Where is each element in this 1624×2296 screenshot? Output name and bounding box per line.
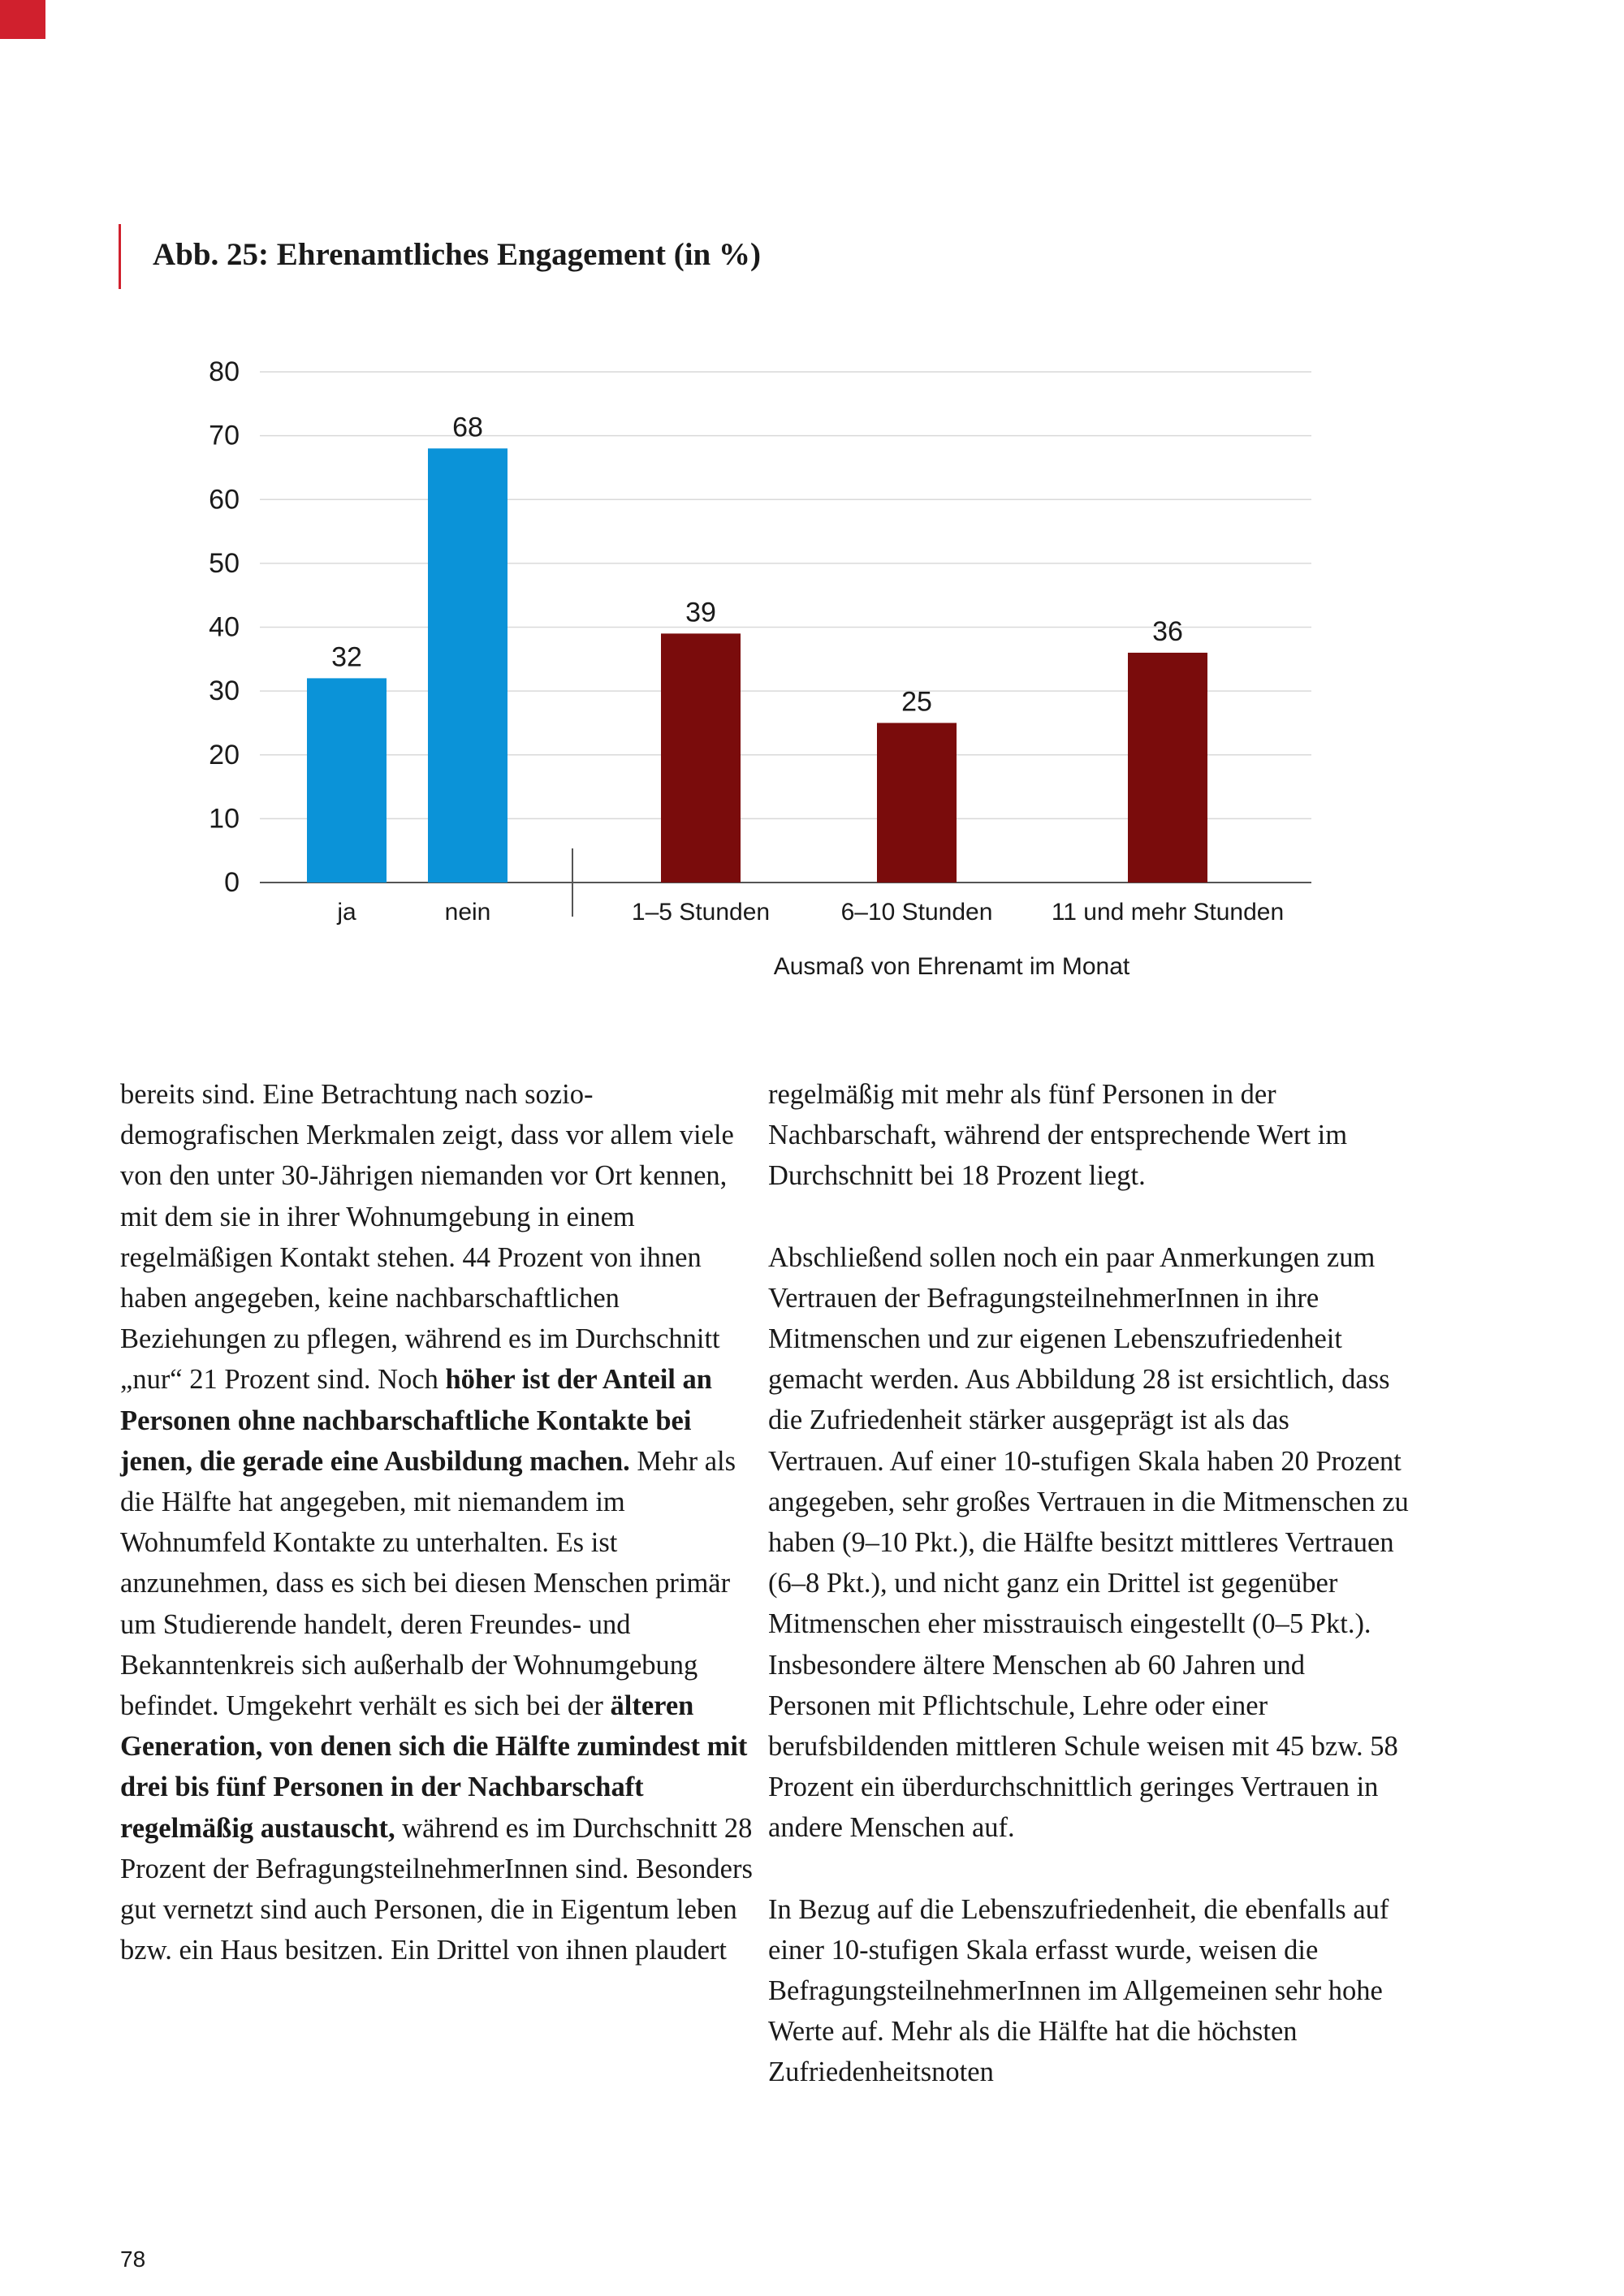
- figure-caption: Abb. 25: Ehrenamtliches Engagement (in %…: [153, 237, 761, 272]
- data-label: 25: [901, 686, 932, 717]
- body-paragraph: bereits sind. Eine Betrachtung nach sozi…: [120, 1074, 762, 1970]
- y-tick-label: 20: [209, 740, 240, 770]
- body-text: während es im Durchschnitt 28 Prozent de…: [120, 1812, 753, 1966]
- data-label: 36: [1152, 616, 1183, 647]
- data-label: 68: [452, 412, 483, 442]
- y-tick-label: 40: [209, 612, 240, 643]
- category-label: 1–5 Stunden: [632, 899, 770, 926]
- bar: [428, 448, 508, 883]
- body-text: Mehr als die Hälfte hat angegeben, mit n…: [120, 1445, 736, 1722]
- category-label: ja: [336, 899, 356, 926]
- body-text: In Bezug auf die Lebenszufriedenheit, di…: [768, 1893, 1389, 2088]
- y-tick-label: 80: [209, 356, 240, 387]
- y-tick-label: 10: [209, 803, 240, 834]
- page-number: 78: [120, 2246, 146, 2272]
- y-tick-label: 70: [209, 421, 240, 451]
- category-label: 6–10 Stunden: [841, 899, 993, 926]
- bar: [661, 633, 741, 883]
- corner-accent-block: [0, 0, 45, 39]
- emphasis-text: älteren Generation, von denen sich die H…: [120, 1690, 748, 1844]
- bar: [307, 678, 387, 883]
- x-axis-title: Ausmaß von Ehrenamt im Monat: [774, 953, 1130, 980]
- bar: [877, 723, 957, 883]
- body-column-left: bereits sind. Eine Betrachtung nach sozi…: [120, 1074, 762, 1970]
- y-tick-label: 0: [224, 867, 240, 898]
- body-text: bereits sind. Eine Betrachtung nach sozi…: [120, 1079, 734, 1396]
- caption-rule: [119, 224, 121, 289]
- body-column-right: regelmäßig mit mehr als fünf Personen in…: [768, 1074, 1410, 2093]
- body-text: Abschließend sollen noch ein paar Anmer­…: [768, 1241, 1409, 1844]
- category-label: nein: [445, 899, 491, 926]
- body-text: regelmäßig mit mehr als fünf Personen in…: [768, 1079, 1348, 1192]
- y-tick-label: 50: [209, 548, 240, 579]
- body-paragraph: Abschließend sollen noch ein paar Anmer­…: [768, 1237, 1410, 1849]
- data-label: 32: [331, 641, 362, 672]
- category-label: 11 und mehr Stunden: [1052, 899, 1284, 926]
- y-tick-label: 30: [209, 675, 240, 706]
- body-paragraph: regelmäßig mit mehr als fünf Personen in…: [768, 1074, 1410, 1197]
- body-paragraph: In Bezug auf die Lebenszufriedenheit, di…: [768, 1889, 1410, 2093]
- bar: [1128, 652, 1207, 883]
- data-label: 39: [685, 597, 716, 628]
- emphasis-text: höher ist der Anteil an Personen ohne na…: [120, 1364, 712, 1477]
- bar-chart: 0 10 20 30 40 50 60 70 80 32 ja 68 nein 39 1–5 Stunden…: [209, 356, 1311, 980]
- y-tick-label: 60: [209, 484, 240, 515]
